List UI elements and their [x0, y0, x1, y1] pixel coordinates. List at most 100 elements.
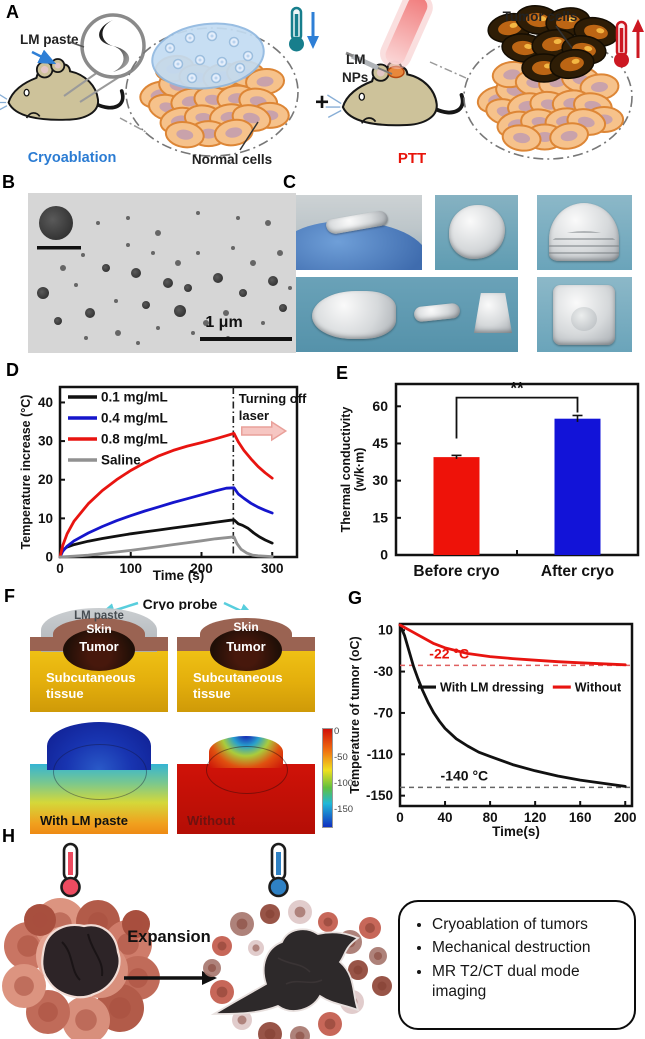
svg-text:After cryo: After cryo: [541, 563, 614, 580]
svg-text:120: 120: [524, 810, 547, 825]
thermal-conductivity-bar-chart: 0 15 30 45 60 Before cryo After cryo ** Thermal …: [339, 379, 640, 580]
panel-e-label: E: [336, 363, 349, 383]
subcutaneous-text-1: Subcutaneous: [193, 670, 283, 685]
svg-text:45: 45: [372, 435, 388, 451]
panel-a-label: A: [6, 2, 19, 22]
lm-shape-bar: [413, 302, 461, 323]
panel-a: LM paste Cryoablation Normal cells +: [0, 0, 645, 172]
panel-f: Cryo probe LM paste Skin Tumor Subcutane…: [0, 588, 353, 840]
lm-shape-trapezoid: [474, 293, 512, 333]
svg-text:300: 300: [261, 561, 284, 576]
tumor-shape: [63, 629, 135, 671]
lm-paste-label: LM paste: [20, 32, 79, 47]
colorbar-tick: 0: [334, 726, 340, 737]
svg-text:30: 30: [38, 434, 53, 449]
panel-g-label: G: [348, 588, 363, 608]
subcutaneous-text-1: Subcutaneous: [46, 670, 136, 685]
lm-paste-text: LM paste: [74, 610, 124, 622]
thermometer-cold2-icon: [268, 842, 289, 898]
tumor-core-after: [210, 928, 360, 1015]
lm-shape-blob: [449, 205, 505, 259]
svg-text:Temperature increase (°C): Temperature increase (°C): [19, 395, 33, 550]
tumor-shape: [210, 629, 282, 671]
svg-text:Thermal conductivity(w/k·m): Thermal conductivity(w/k·m): [339, 407, 367, 533]
svg-text:40: 40: [438, 810, 453, 825]
svg-text:200: 200: [614, 810, 637, 825]
svg-text:**: **: [510, 379, 524, 398]
photo-lm-dome: [537, 195, 632, 270]
ptt-label: PTT: [398, 150, 426, 167]
svg-text:Before cryo: Before cryo: [413, 563, 499, 580]
schematic-with-lm: LM paste Skin Tumor Subcutaneous tissue: [30, 608, 168, 712]
svg-text:Without: Without: [575, 681, 622, 695]
svg-text:20: 20: [38, 472, 53, 487]
skin-text: Skin: [86, 622, 112, 636]
photo-lm-blob: [435, 195, 518, 270]
summary-bullet: Mechanical destruction: [432, 938, 628, 958]
svg-text:Time(s): Time(s): [492, 824, 540, 839]
scalebar: [200, 337, 292, 341]
svg-text:0: 0: [396, 810, 404, 825]
summary-bullet: MR T2/CT dual mode imaging: [432, 962, 628, 1003]
svg-text:0: 0: [56, 561, 64, 576]
svg-text:-22 °C: -22 °C: [429, 645, 469, 661]
panel-b-label: B: [2, 172, 15, 192]
svg-text:Saline: Saline: [101, 453, 141, 468]
panel-c: [0, 0, 645, 360]
without-label: Without: [187, 813, 236, 828]
with-lm-paste-label: With LM paste: [40, 813, 128, 828]
svg-text:0.1 mg/mL: 0.1 mg/mL: [101, 390, 168, 405]
plus-sign: +: [315, 89, 329, 116]
svg-text:80: 80: [483, 810, 498, 825]
svg-text:-30: -30: [373, 664, 393, 679]
burnt-tumor-cells: [487, 5, 619, 83]
panel-h: Expansion Cryoablation of tumors Mechanic…: [0, 838, 645, 1039]
panel-d-label: D: [6, 360, 19, 380]
svg-text:0.8 mg/mL: 0.8 mg/mL: [101, 432, 168, 447]
svg-text:-140 °C: -140 °C: [441, 767, 489, 783]
svg-text:laser: laser: [239, 408, 269, 423]
expansion-arrow-icon: [124, 971, 217, 985]
thermometer-hot-icon: [614, 19, 644, 68]
svg-text:10: 10: [38, 511, 53, 526]
svg-text:-70: -70: [373, 705, 393, 720]
tumor-temperature-chart: 0 40 80 120 160 200 10 -30 -70 -110 -150 -22 °C -140…: [348, 623, 637, 839]
svg-text:60: 60: [372, 398, 388, 414]
svg-text:Turning off: Turning off: [239, 391, 307, 406]
svg-text:100: 100: [119, 561, 142, 576]
colorbar: [322, 728, 333, 828]
lm-nps-label-2: NPs: [342, 70, 368, 85]
panel-h-illustration: Expansion: [2, 842, 392, 1039]
svg-text:0: 0: [45, 550, 53, 565]
tem-image: 1 μm: [28, 193, 296, 353]
panel-c-label: C: [283, 172, 296, 192]
photo-lm-flexible: [296, 195, 422, 270]
panel-h-label: H: [2, 826, 15, 846]
svg-text:With LM dressing: With LM dressing: [440, 681, 544, 695]
scale-label: 1 μm: [205, 314, 242, 331]
cryo-region: [151, 22, 265, 90]
photo-lm-cube: [537, 277, 632, 352]
svg-text:-150: -150: [366, 788, 393, 803]
syringe-icon: [345, 51, 393, 75]
thermometer-cold-icon: [289, 6, 319, 52]
svg-text:160: 160: [569, 810, 592, 825]
normal-cells-label: Normal cells: [192, 152, 272, 167]
svg-text:10: 10: [378, 623, 393, 638]
schematic-without-lm: Skin Tumor Subcutaneous tissue: [177, 610, 315, 712]
svg-text:Temperature of tumor (oC): Temperature of tumor (oC): [348, 636, 362, 793]
skin-text: Skin: [233, 620, 259, 634]
injection-arrow-icon: [31, 49, 57, 65]
summary-box: Cryoablation of tumors Mechanical destruc…: [398, 900, 636, 1030]
tumor-text: Tumor: [79, 639, 119, 654]
summary-bullet: Cryoablation of tumors: [432, 915, 628, 935]
panel-b: 1 μm: [28, 193, 296, 353]
panel-a-illustration: LM paste Cryoablation Normal cells +: [0, 0, 644, 167]
summary-list: Cryoablation of tumors Mechanical destruc…: [414, 915, 628, 1003]
tem-inset-scalebar: [37, 246, 81, 250]
subcutaneous-text-2: tissue: [46, 686, 84, 701]
lm-shape-cube: [553, 285, 615, 345]
expansion-label: Expansion: [127, 928, 210, 946]
tumor-core-before: [41, 923, 121, 999]
thermometer-warm-icon: [60, 842, 81, 898]
